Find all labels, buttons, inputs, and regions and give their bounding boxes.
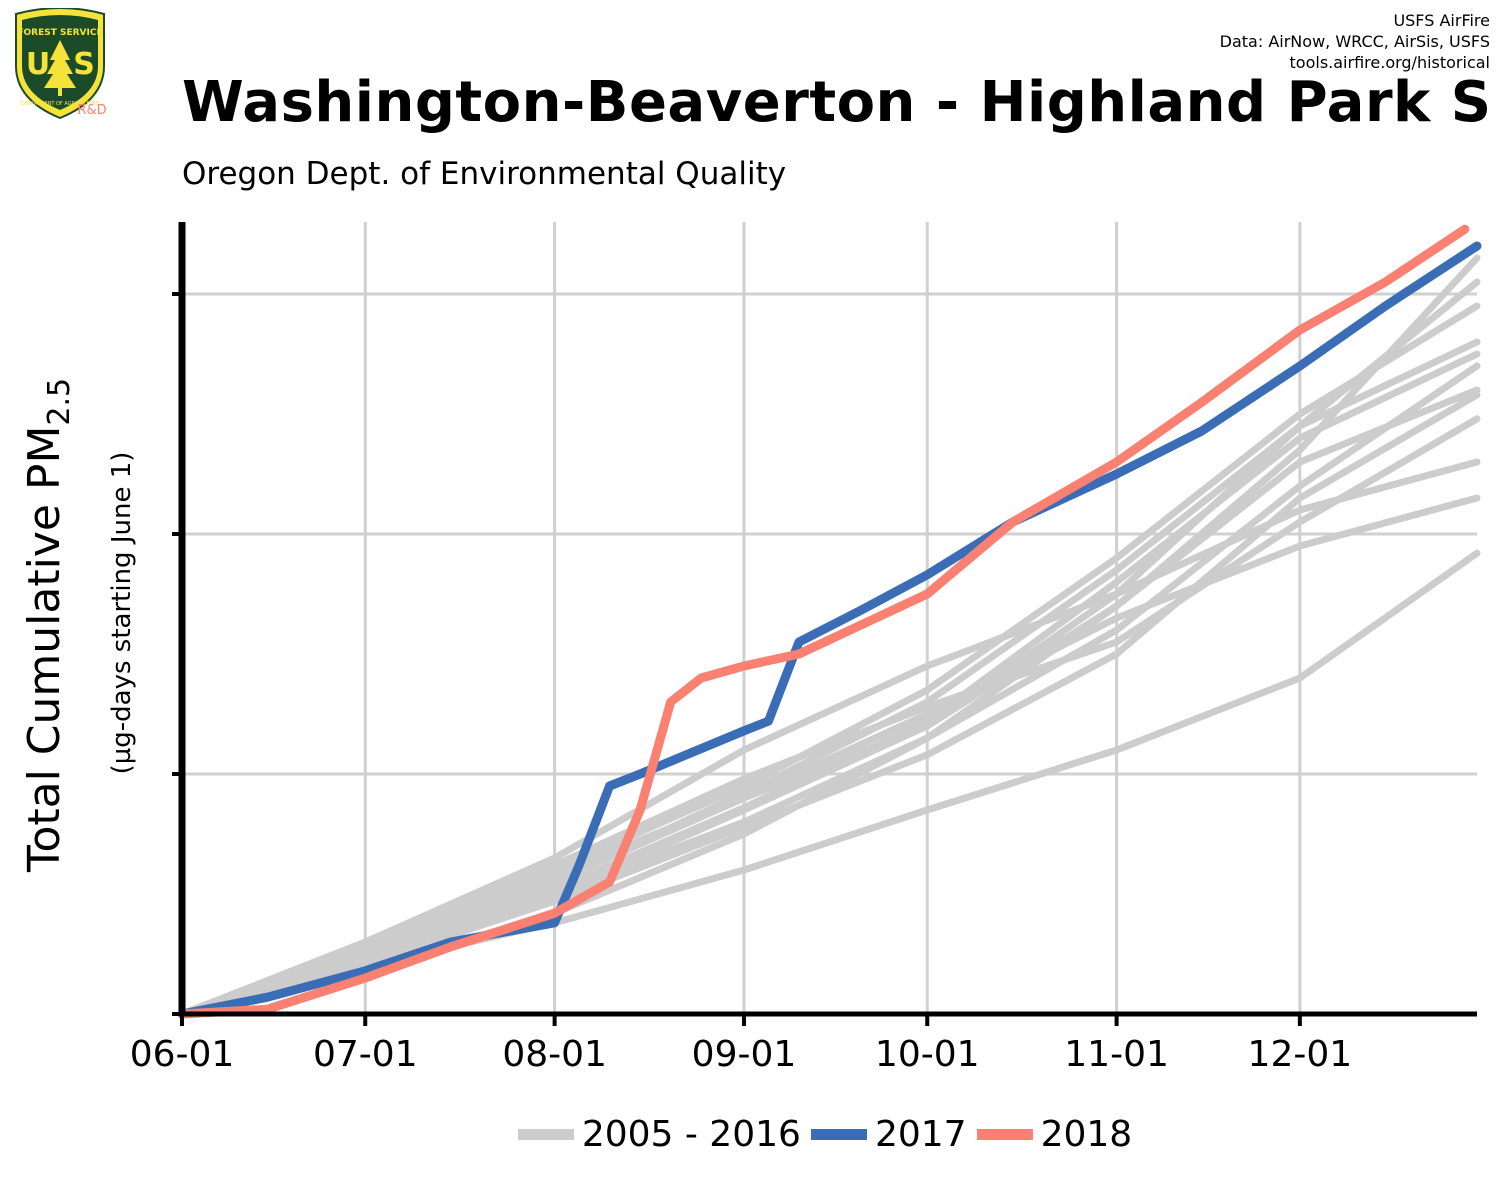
legend-swatch [810,1129,867,1140]
credits-block: USFS AirFire Data: AirNow, WRCC, AirSis,… [1220,10,1490,73]
svg-text:U: U [26,47,50,82]
forest-service-logo: FOREST SERVICE U S DEPARTMENT OF AGRICUL… [15,8,107,120]
x-tick-label: 06-01 [130,1034,235,1075]
logo-bottom-text: DEPARTMENT OF AGRICULTURE [21,101,99,107]
grid [182,222,1477,1014]
history-line [178,350,1481,1018]
x-tick-label: 07-01 [313,1034,418,1075]
legend-label: 2017 [874,1114,967,1155]
history-line [178,415,1481,1018]
chart-subtitle: Oregon Dept. of Environmental Quality [182,156,787,192]
credit-line: tools.airfire.org/historical [1289,53,1490,72]
series-line-2018 [177,224,1470,1019]
axes: 06-01 07-01 08-01 09-01 10-01 11-01 12-01 [130,222,1477,1075]
legend-item: 2017 [810,1114,967,1155]
history-line [178,278,1481,1018]
legend-swatch [517,1129,574,1140]
logo-badge: R&D [77,103,106,118]
legend: 2005 - 2016 2017 2018 [0,1114,1500,1155]
logo-top-text: FOREST SERVICE [17,28,102,38]
history-line [178,302,1481,1018]
history-line [178,386,1481,1018]
legend-swatch [976,1129,1033,1140]
x-tick-label: 12-01 [1248,1034,1353,1075]
svg-text:S: S [73,47,95,82]
legend-item: 2005 - 2016 [517,1114,801,1155]
legend-label: 2005 - 2016 [581,1114,801,1155]
legend-label: 2018 [1040,1114,1133,1155]
x-tick-label: 09-01 [692,1034,797,1075]
x-tick-label: 11-01 [1064,1034,1169,1075]
chart-title: Washington-Beaverton - Highland Park S [182,70,1492,135]
x-tick-label: 10-01 [875,1034,980,1075]
highlight-series-group [177,224,1482,1019]
series-line-2017 [177,241,1482,1019]
credit-line: USFS AirFire [1393,11,1490,30]
legend-item: 2018 [976,1114,1133,1155]
credit-line: Data: AirNow, WRCC, AirSis, USFS [1219,32,1490,51]
x-tick-label: 08-01 [502,1034,607,1075]
history-line [178,391,1481,1018]
